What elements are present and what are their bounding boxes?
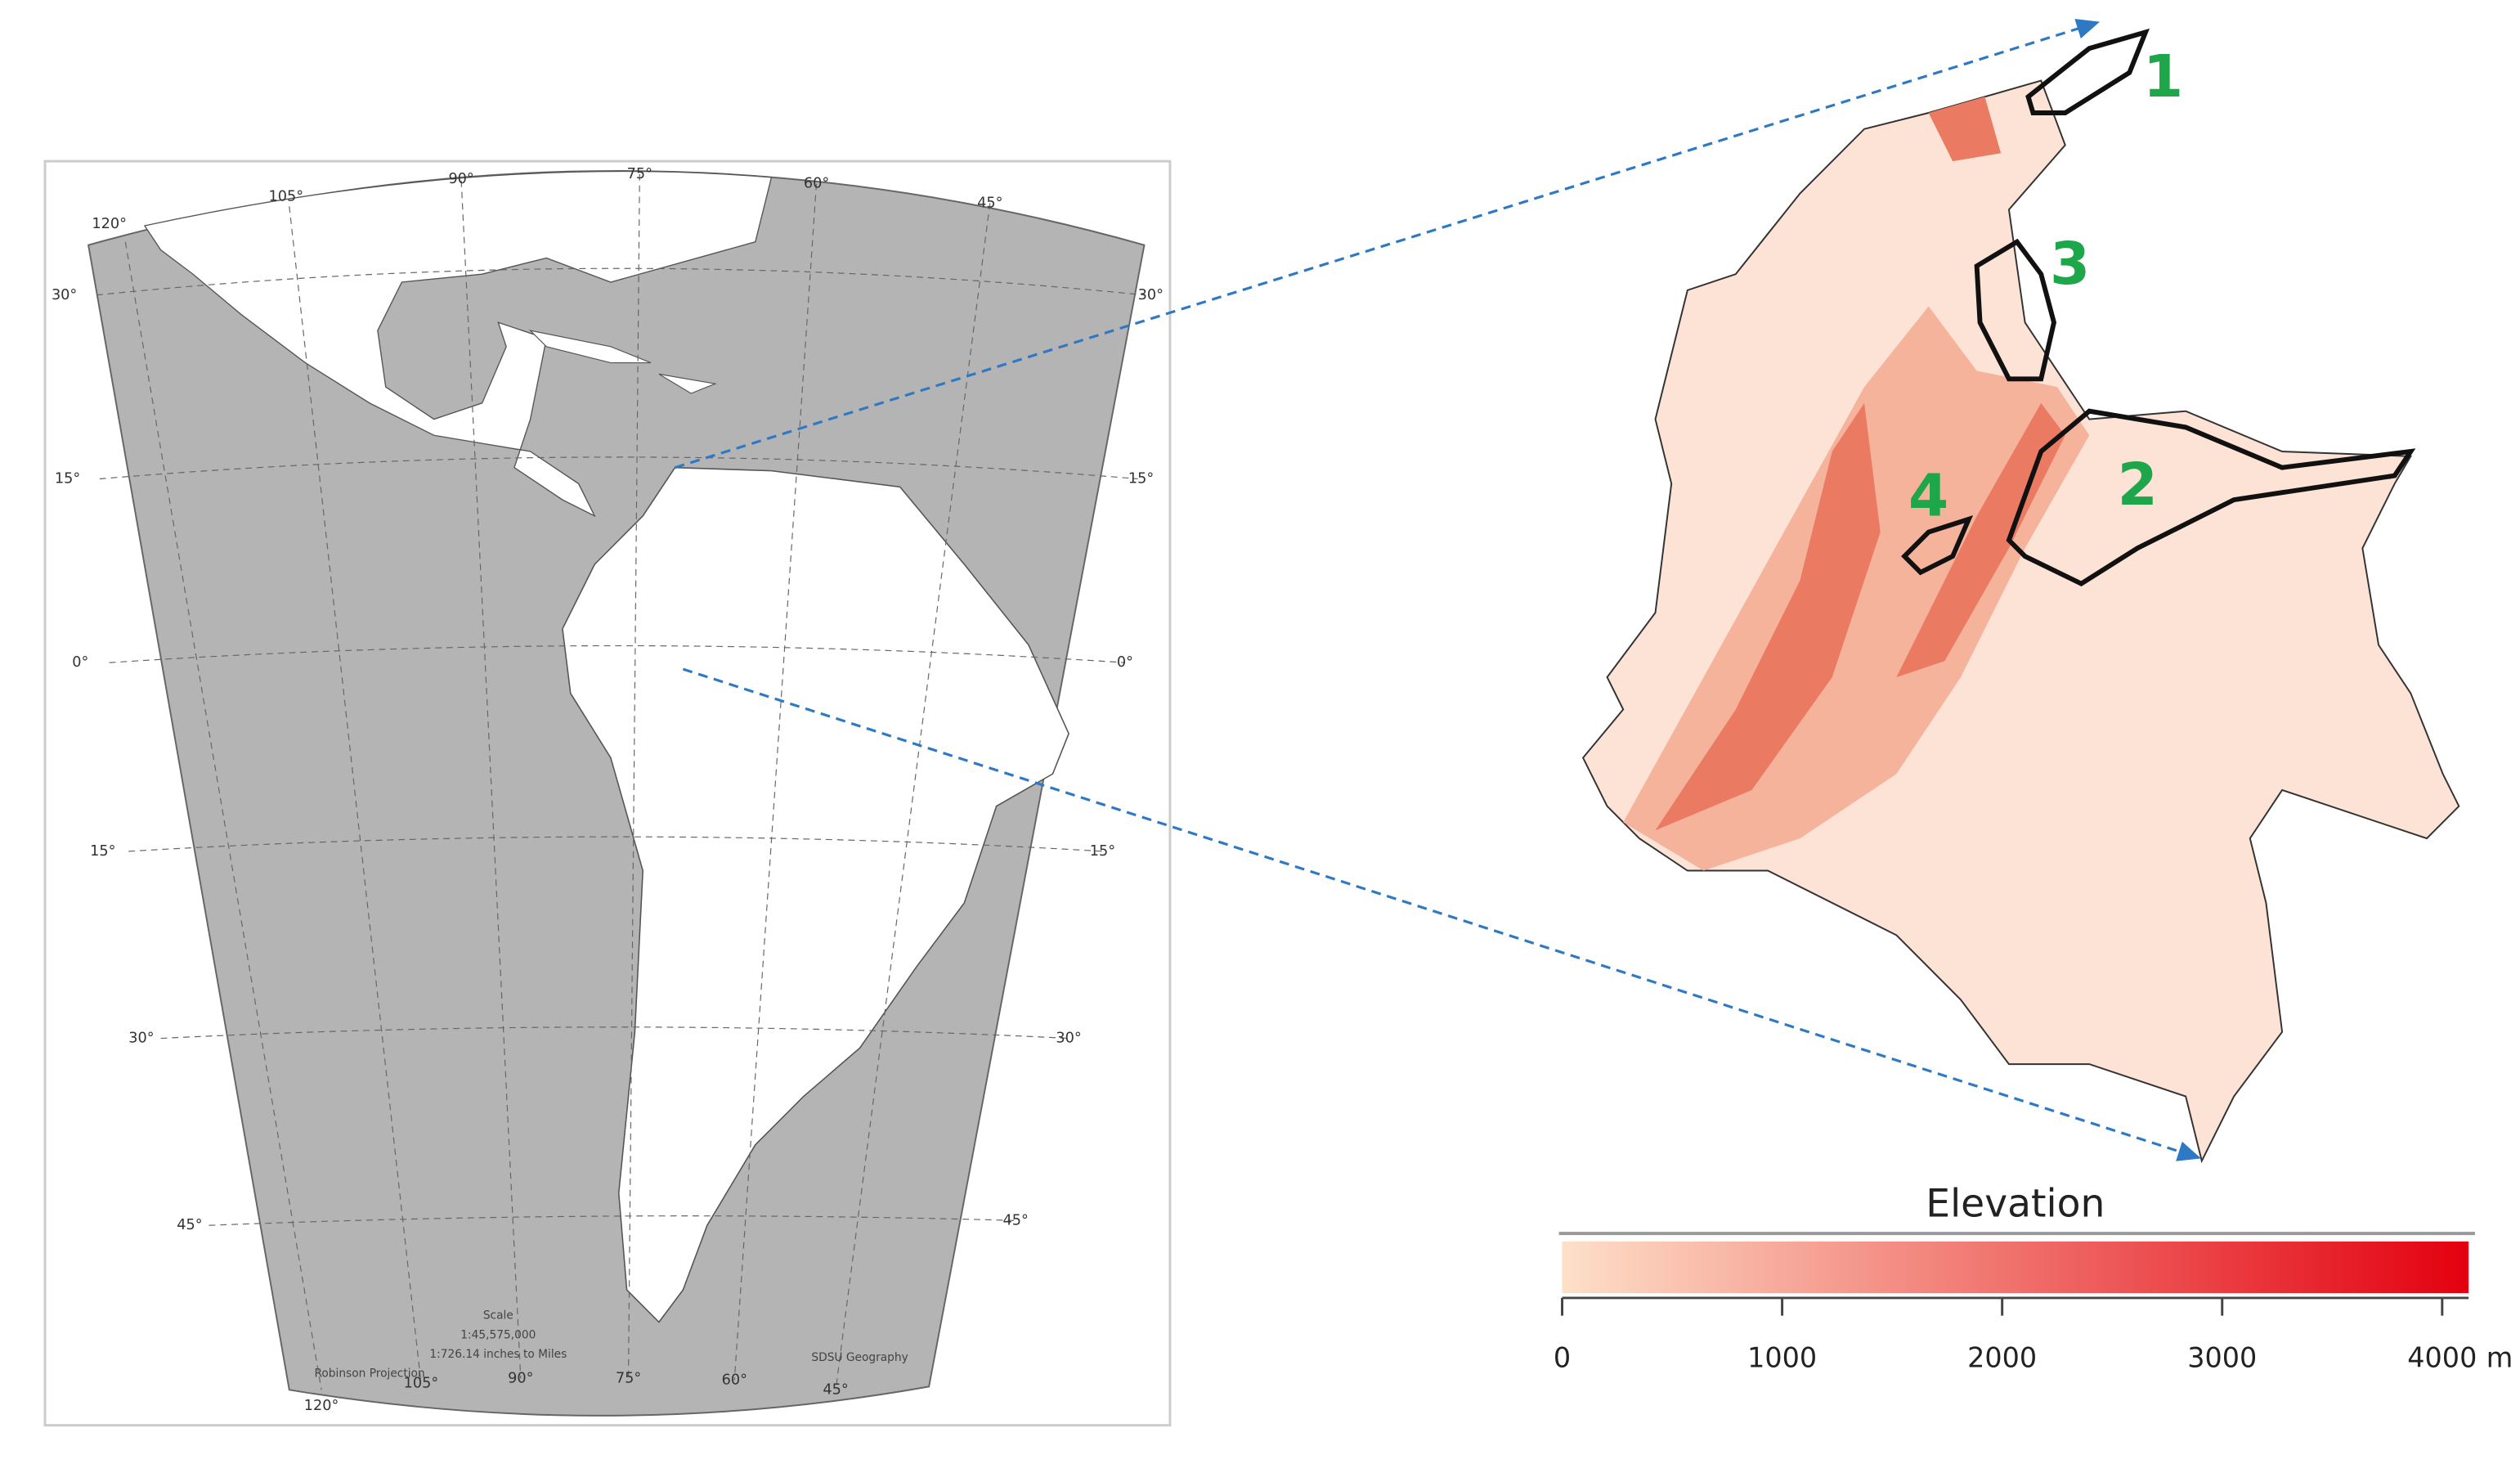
right-map: 1 2 3 4 — [1581, 28, 2460, 1164]
caribbean — [528, 330, 717, 394]
graticule-label: 120° — [92, 216, 127, 232]
graticule-label: 105° — [269, 188, 304, 204]
graticule-label: 60° — [804, 176, 829, 192]
left-map: Scale 1:45,575,000 1:726.14 inches to Mi… — [43, 159, 1172, 1427]
scale-note: 1:726.14 inches to Miles — [429, 1348, 567, 1361]
graticule-label: 30° — [1056, 1031, 1081, 1047]
graticule-label: 75° — [616, 1371, 641, 1387]
region-label: 1 — [2143, 43, 2183, 110]
graticule-label: 30° — [128, 1031, 154, 1047]
graticule-label: 30° — [52, 287, 77, 303]
legend-unit: m — [2486, 1341, 2513, 1373]
tick-label: 2000 — [1967, 1341, 2037, 1373]
region-label: 4 — [1908, 462, 1948, 530]
credit: SDSU Geography — [811, 1351, 908, 1364]
graticule-label: 15° — [1090, 843, 1115, 860]
graticule-label: 105° — [404, 1375, 439, 1391]
tick-label: 1000 — [1747, 1341, 1817, 1373]
graticule-label: 45° — [823, 1381, 848, 1398]
colombia — [1581, 79, 2460, 1164]
graticule-label: 15° — [55, 470, 80, 487]
graticule — [96, 173, 1145, 1390]
sierra-nevada — [1928, 97, 2002, 162]
colorbar — [1562, 1241, 2469, 1294]
region-label: 2 — [2118, 451, 2158, 519]
region-label: 3 — [2050, 230, 2090, 298]
graticule-label: 60° — [722, 1372, 747, 1388]
tick-label: 0 — [1554, 1341, 1571, 1373]
region-outlines — [1901, 28, 2416, 587]
tick-label: 4000 — [2407, 1341, 2477, 1373]
north-america — [143, 170, 773, 518]
graticule-label: 45° — [177, 1217, 202, 1233]
tick-label: 3000 — [2187, 1341, 2257, 1373]
projection: Robinson Projection — [314, 1367, 424, 1381]
graticule-label: 45° — [1003, 1212, 1029, 1228]
graticule-label: 90° — [508, 1371, 533, 1387]
scale-title: Scale — [483, 1309, 513, 1323]
legend-title: Elevation — [1926, 1182, 2105, 1227]
connector-arrow — [675, 19, 2101, 469]
graticule-label: 30° — [1138, 287, 1164, 303]
graticule-label: 0° — [1117, 654, 1133, 671]
graticule-label: 75° — [627, 166, 652, 182]
region-labels: 1 2 3 4 — [1908, 43, 2183, 530]
andes-high — [1655, 402, 2065, 831]
graticule-label: 45° — [977, 195, 1002, 211]
graticule-label: 90° — [448, 171, 473, 187]
south-america — [562, 466, 1069, 1323]
graticule-label: 15° — [90, 843, 115, 860]
legend: Elevation m 0 1000 2000 3000 4000 — [1554, 1182, 2513, 1374]
scale-ratio: 1:45,575,000 — [460, 1328, 536, 1341]
graticule-label: 120° — [304, 1398, 339, 1414]
graticule-label: 0° — [72, 654, 88, 671]
connector-arrow — [682, 667, 2201, 1161]
graticule-label: 15° — [1128, 470, 1154, 487]
